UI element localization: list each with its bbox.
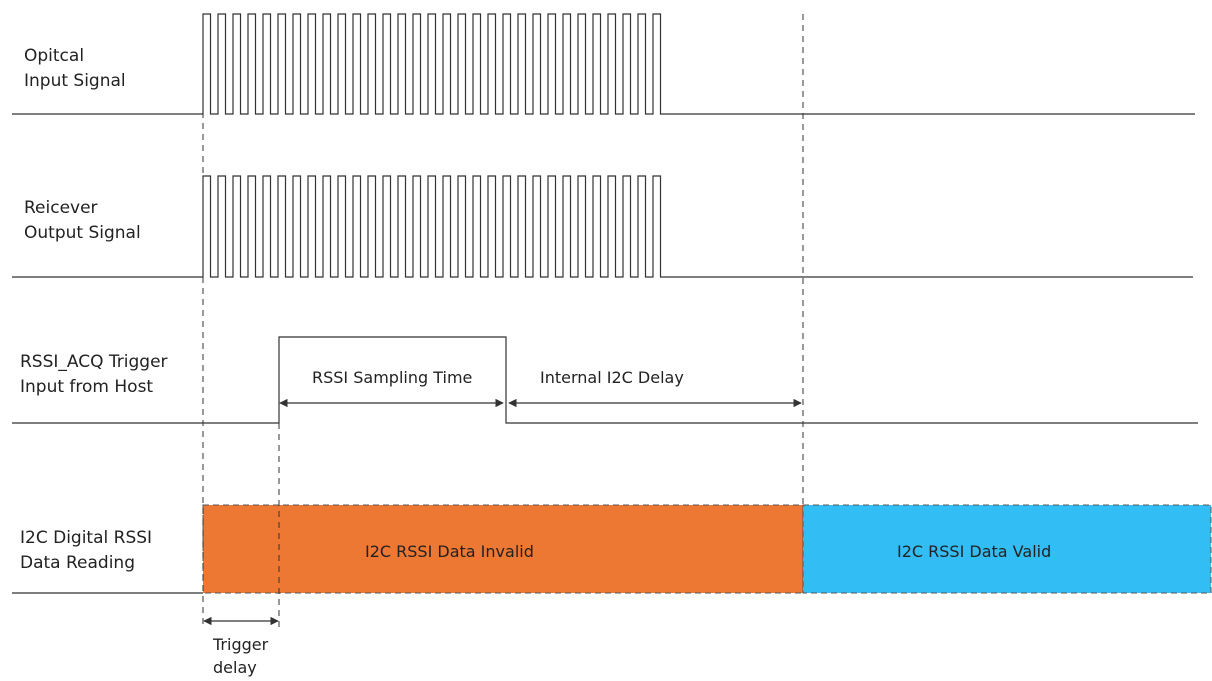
receiver-signal-label: Reicever Output Signal: [24, 196, 141, 246]
optical-waveform: [12, 13, 1195, 115]
optical-signal-label-line2: Input Signal: [24, 71, 126, 91]
optical-signal-label-line1: Opitcal: [24, 46, 85, 66]
i2c-signal-label-line1: I2C Digital RSSI: [20, 528, 153, 548]
sampling-time-label: RSSI Sampling Time: [312, 368, 472, 387]
invalid-data-region: [202, 504, 804, 594]
invalid-data-label: I2C RSSI Data Invalid: [365, 542, 534, 561]
i2c-delay-label: Internal I2C Delay: [540, 368, 684, 387]
receiver-signal-label-line1: Reicever: [24, 198, 98, 218]
receiver-waveform: [12, 175, 1193, 278]
i2c-signal-label: I2C Digital RSSI Data Reading: [20, 526, 152, 576]
trigger-waveform: [12, 336, 1198, 424]
trigger-delay-label-line1: Trigger: [212, 635, 269, 654]
trigger-signal-label-line1: RSSI_ACQ Trigger: [20, 352, 168, 372]
trigger-delay-label-line2: delay: [213, 658, 257, 677]
optical-signal-label: Opitcal Input Signal: [24, 44, 126, 94]
i2c-signal-label-line2: Data Reading: [20, 553, 135, 573]
valid-data-region: [802, 504, 1212, 594]
trigger-signal-label: RSSI_ACQ Trigger Input from Host: [20, 350, 168, 400]
trigger-signal-label-line2: Input from Host: [20, 377, 154, 397]
receiver-signal-label-line2: Output Signal: [24, 223, 141, 243]
valid-data-label: I2C RSSI Data Valid: [897, 542, 1051, 561]
